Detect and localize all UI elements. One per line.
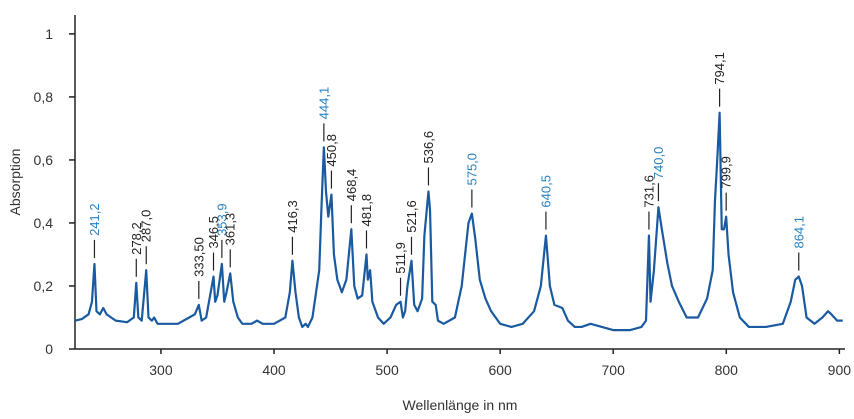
annotation-label: 416,3	[285, 200, 300, 233]
y-tick-label: 0	[45, 341, 53, 357]
annotation-label: 640,5	[538, 175, 553, 208]
annotation-label: 353,9	[214, 203, 229, 236]
x-axis-label: Wellenlänge in nm	[403, 397, 518, 413]
x-tick-label: 400	[262, 362, 286, 378]
y-tick-label: 0,8	[34, 89, 54, 105]
annotation-label: 444,1	[316, 87, 331, 120]
x-tick-label: 700	[602, 362, 626, 378]
annotation-label: 468,4	[344, 169, 359, 202]
annotation-label: 536,6	[421, 131, 436, 164]
x-tick-label: 900	[828, 362, 852, 378]
spectrum-line	[74, 111, 843, 332]
y-tick-label: 0,2	[34, 278, 54, 294]
x-tick-label: 300	[149, 362, 173, 378]
annotation-label: 575,0	[464, 153, 479, 186]
annotation-label: 740,0	[651, 147, 666, 180]
y-axis-label: Absorption	[7, 149, 23, 216]
annotation-label: 731,6	[641, 175, 656, 208]
y-tick-label: 0,4	[34, 215, 54, 231]
x-tick-label: 600	[488, 362, 512, 378]
annotation-label: 864,1	[791, 216, 806, 249]
annotation-label: 333,50	[191, 237, 206, 277]
y-tick-label: 1	[45, 26, 53, 42]
annotation-label: 799,9	[719, 156, 734, 189]
annotation-label: 241,2	[87, 203, 102, 236]
x-tick-label: 800	[715, 362, 739, 378]
y-tick-label: 0,6	[34, 152, 54, 168]
annotation-label: 346,5	[206, 216, 221, 249]
annotation-label: 450,8	[324, 134, 339, 167]
annotation-label: 511,9	[393, 242, 408, 274]
annotation-label: 794,1	[712, 52, 727, 85]
annotation-label: 287,0	[139, 210, 154, 243]
annotation-label: 361,3	[223, 213, 238, 246]
annotation-label: 278,2	[129, 222, 144, 255]
annotation-label: 521,6	[404, 200, 419, 233]
x-tick-label: 500	[375, 362, 399, 378]
annotation-label: 481,8	[359, 194, 374, 227]
